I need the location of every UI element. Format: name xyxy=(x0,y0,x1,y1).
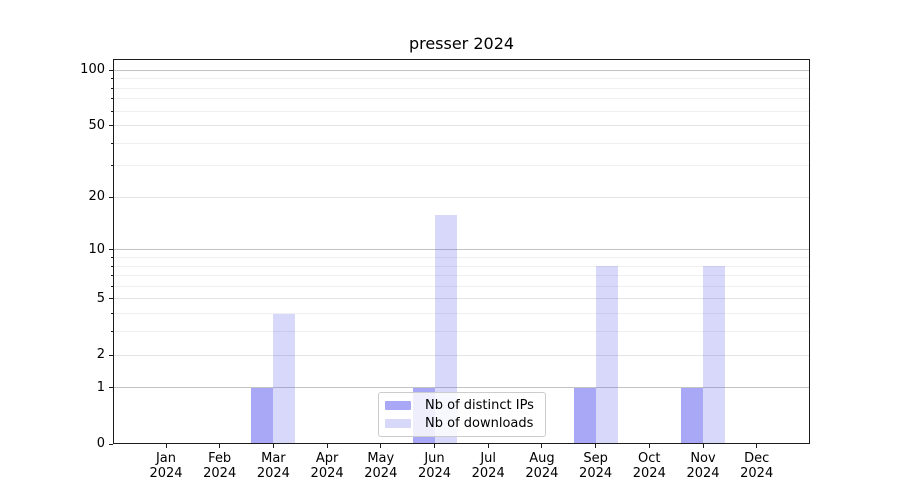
legend-item: Nb of downloads xyxy=(385,415,537,434)
y-gridline-minor xyxy=(113,98,810,100)
x-tick-label: Mar 2024 xyxy=(256,451,290,481)
y-gridline-minor xyxy=(113,87,810,89)
x-tick-label: Apr 2024 xyxy=(310,451,344,481)
y-gridline-minor xyxy=(113,142,810,144)
y-tick-label: 50 xyxy=(88,117,105,133)
y-tick xyxy=(109,387,113,389)
legend-label: Nb of distinct IPs xyxy=(425,397,534,413)
bar-downloads xyxy=(595,266,618,444)
legend-swatch-downloads xyxy=(385,419,411,429)
y-tick xyxy=(109,443,113,445)
legend: Nb of distinct IPs Nb of downloads xyxy=(378,392,546,437)
bar-downloads xyxy=(434,214,457,444)
y-tick-label: 1 xyxy=(96,379,105,395)
y-gridline-mid xyxy=(113,125,810,127)
x-tick xyxy=(648,444,650,448)
x-tick-label: Aug 2024 xyxy=(525,451,559,481)
y-minor-tick xyxy=(111,275,113,277)
y-tick-label: 0 xyxy=(96,436,105,451)
y-tick xyxy=(109,69,113,71)
y-minor-tick xyxy=(111,142,113,144)
y-gridline-mid xyxy=(113,196,810,198)
y-minor-tick xyxy=(111,265,113,267)
x-tick xyxy=(326,444,328,448)
y-minor-tick xyxy=(111,87,113,89)
x-tick xyxy=(272,444,274,448)
x-tick-label: Feb 2024 xyxy=(203,451,237,481)
y-gridline-minor xyxy=(113,256,810,258)
x-tick xyxy=(434,444,435,448)
legend-label: Nb of downloads xyxy=(425,416,534,432)
x-tick-label: Dec 2024 xyxy=(740,451,774,481)
y-minor-tick xyxy=(111,78,113,80)
x-tick xyxy=(219,444,221,448)
y-gridline-minor xyxy=(113,78,810,80)
legend-item: Nb of distinct IPs xyxy=(385,396,537,415)
y-tick-label: 20 xyxy=(88,189,105,205)
y-minor-tick xyxy=(111,313,113,315)
x-tick xyxy=(487,444,489,448)
x-tick xyxy=(541,444,543,448)
bar-distinct-ips xyxy=(573,387,596,444)
x-tick xyxy=(595,444,597,448)
bar-distinct-ips xyxy=(681,387,703,444)
x-tick-label: Sep 2024 xyxy=(579,451,613,481)
y-minor-tick xyxy=(111,331,113,333)
x-tick-label: May 2024 xyxy=(364,451,398,481)
y-tick-label: 100 xyxy=(80,62,105,78)
y-tick-label: 5 xyxy=(96,290,105,306)
y-tick-label: 10 xyxy=(88,241,105,257)
x-tick xyxy=(380,444,382,448)
y-minor-tick xyxy=(111,256,113,258)
y-gridline-minor xyxy=(113,165,810,167)
x-tick xyxy=(165,444,167,448)
x-tick-label: Oct 2024 xyxy=(632,451,666,481)
legend-swatch-distinct-ips xyxy=(385,400,411,410)
y-minor-tick xyxy=(111,285,113,287)
y-tick xyxy=(109,298,113,300)
x-tick-label: Jul 2024 xyxy=(471,451,505,481)
bar-downloads xyxy=(703,266,725,444)
y-minor-tick xyxy=(111,110,113,112)
bar-distinct-ips xyxy=(251,387,274,444)
y-tick xyxy=(109,354,113,356)
y-tick xyxy=(109,249,113,251)
x-tick xyxy=(702,444,704,448)
y-tick-label: 2 xyxy=(96,347,105,362)
x-tick-label: Nov 2024 xyxy=(686,451,720,481)
chart-title: presser 2024 xyxy=(408,34,515,53)
x-tick-label: Jun 2024 xyxy=(417,451,452,481)
y-minor-tick xyxy=(111,98,113,100)
y-tick xyxy=(109,196,113,198)
y-gridline-major xyxy=(113,249,810,251)
x-tick xyxy=(756,444,758,448)
bar-downloads xyxy=(273,313,296,444)
y-minor-tick xyxy=(111,165,113,167)
y-tick xyxy=(109,125,113,127)
x-tick-label: Jan 2024 xyxy=(149,451,183,481)
y-gridline-minor xyxy=(113,110,810,112)
y-gridline-major xyxy=(113,69,810,71)
